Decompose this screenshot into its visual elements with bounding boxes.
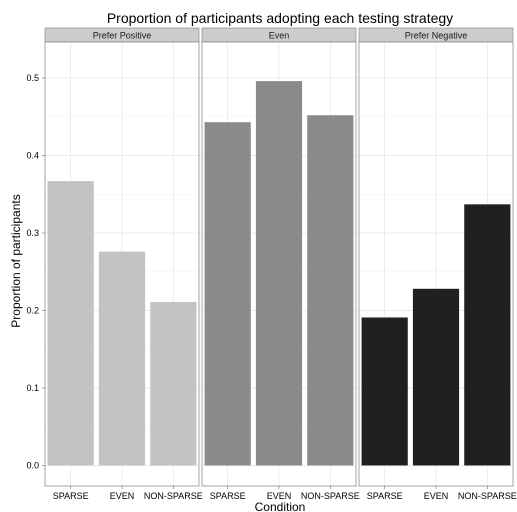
y-tick-label: 0.3 <box>26 228 39 238</box>
bar <box>47 181 94 466</box>
x-tick-label: NON-SPARSE <box>301 491 360 501</box>
x-tick-label: NON-SPARSE <box>144 491 203 501</box>
chart-title: Proportion of participants adopting each… <box>107 10 453 26</box>
x-tick-label: EVEN <box>267 491 292 501</box>
y-tick-label: 0.0 <box>26 460 39 470</box>
bar <box>412 288 460 466</box>
bar <box>150 301 197 466</box>
y-tick-label: 0.5 <box>26 73 39 83</box>
facet-panel: Prefer Negative SPARSE EVEN NON-SPARSE <box>358 27 517 501</box>
facet-panels: Prefer Positive SPARSE EVEN NON-SPARSE Even S… <box>44 27 517 501</box>
y-axis-title: Proportion of participants <box>9 194 23 327</box>
x-tick-label: SPARSE <box>210 491 246 501</box>
x-tick-label: NON-SPARSE <box>458 491 517 501</box>
x-tick-label: EVEN <box>110 491 135 501</box>
bar <box>361 317 408 466</box>
facet-strip-label: Even <box>269 31 290 41</box>
y-tick-label: 0.1 <box>26 383 39 393</box>
bar <box>98 251 146 466</box>
x-tick-label: EVEN <box>424 491 449 501</box>
y-tick-label: 0.2 <box>26 305 39 315</box>
facet-panel: Even SPARSE EVEN NON-SPARSE <box>201 27 360 501</box>
x-tick-label: SPARSE <box>53 491 89 501</box>
bar <box>204 122 251 466</box>
x-axis-title: Condition <box>255 500 306 512</box>
facet-strip-label: Prefer Positive <box>93 31 152 41</box>
y-axis: 0.0 0.1 0.2 0.3 0.4 0.5 <box>26 73 45 470</box>
x-tick-label: SPARSE <box>367 491 403 501</box>
bar <box>255 81 303 466</box>
y-tick-label: 0.4 <box>26 151 39 161</box>
bar <box>307 115 354 466</box>
facet-strip-label: Prefer Negative <box>405 31 468 41</box>
bar <box>464 204 511 466</box>
facet-panel: Prefer Positive SPARSE EVEN NON-SPARSE <box>44 27 203 501</box>
